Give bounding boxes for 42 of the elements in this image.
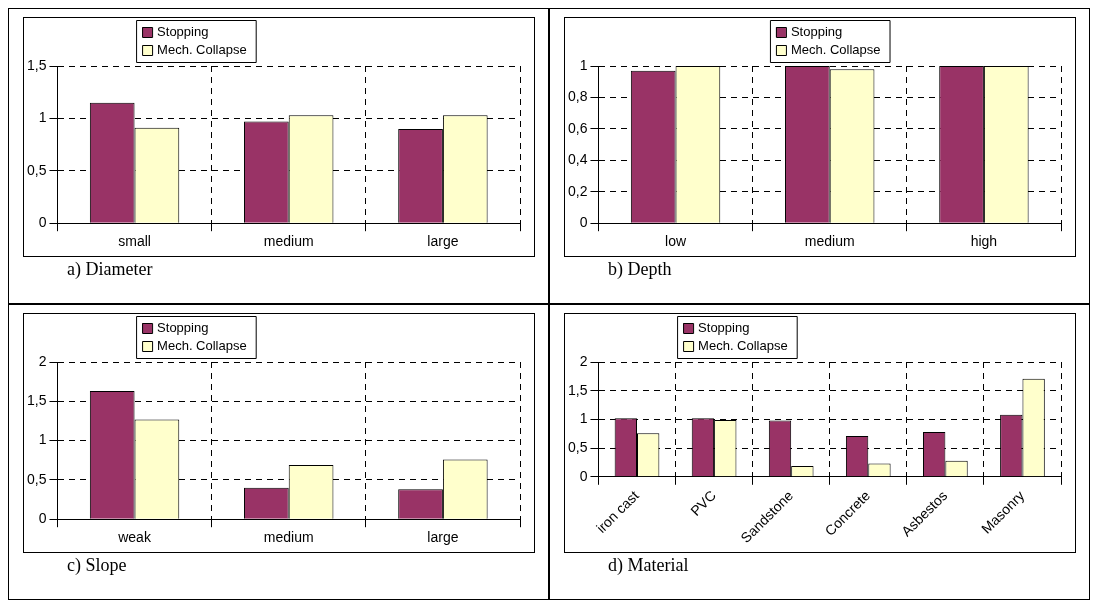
y-tick-label: 0	[38, 510, 47, 527]
legend-label: Stopping	[698, 319, 750, 335]
x-tick-label: small	[118, 233, 151, 250]
x-tick-label: large	[427, 233, 459, 250]
legend-label: Mech. Collapse	[790, 41, 881, 57]
y-tick-label: 0,5	[567, 438, 588, 455]
x-tick-label: high	[970, 233, 998, 250]
x-tick-label: medium	[263, 529, 314, 546]
x-tick-label: iron cast	[593, 487, 642, 536]
x-tick-label: medium	[263, 233, 314, 250]
y-tick-label: 1,5	[26, 56, 47, 73]
y-tick-label: 1	[38, 431, 47, 448]
text: d) Material	[607, 555, 690, 576]
y-tick-label: 0	[579, 214, 588, 231]
y-tick-label: 1	[38, 109, 47, 126]
legend-label: Mech. Collapse	[157, 337, 247, 353]
text: a) Diameter	[66, 259, 154, 280]
y-tick-label: 0,5	[26, 161, 47, 178]
y-tick-label: 0,4	[567, 151, 588, 168]
y-tick-label: 1,5	[26, 392, 47, 409]
y-tick-label: 0	[38, 214, 47, 231]
y-tick-label: 1,5	[567, 381, 588, 398]
text: b) Depth	[607, 259, 673, 280]
y-tick-label: 1	[579, 410, 588, 427]
y-tick-label: 2	[579, 352, 588, 369]
x-tick-label: medium	[804, 233, 855, 250]
legend-label: Stopping	[157, 319, 209, 335]
legend-label: Mech. Collapse	[698, 337, 788, 353]
y-tick-label: 0,8	[567, 88, 588, 105]
legend-label: Stopping	[790, 23, 843, 39]
x-tick-label: weak	[117, 529, 152, 546]
text: c) Slope	[66, 555, 128, 576]
x-tick-label: large	[427, 529, 459, 546]
y-tick-label: 0,2	[567, 182, 588, 199]
y-tick-label: 0	[579, 467, 588, 484]
x-tick-label: low	[665, 233, 687, 250]
y-tick-label: 1	[579, 56, 588, 73]
y-tick-label: 2	[38, 352, 47, 369]
legend-label: Stopping	[157, 23, 209, 39]
y-tick-label: 0,6	[567, 119, 588, 136]
legend-label: Mech. Collapse	[157, 41, 247, 57]
y-tick-label: 0,5	[26, 470, 47, 487]
